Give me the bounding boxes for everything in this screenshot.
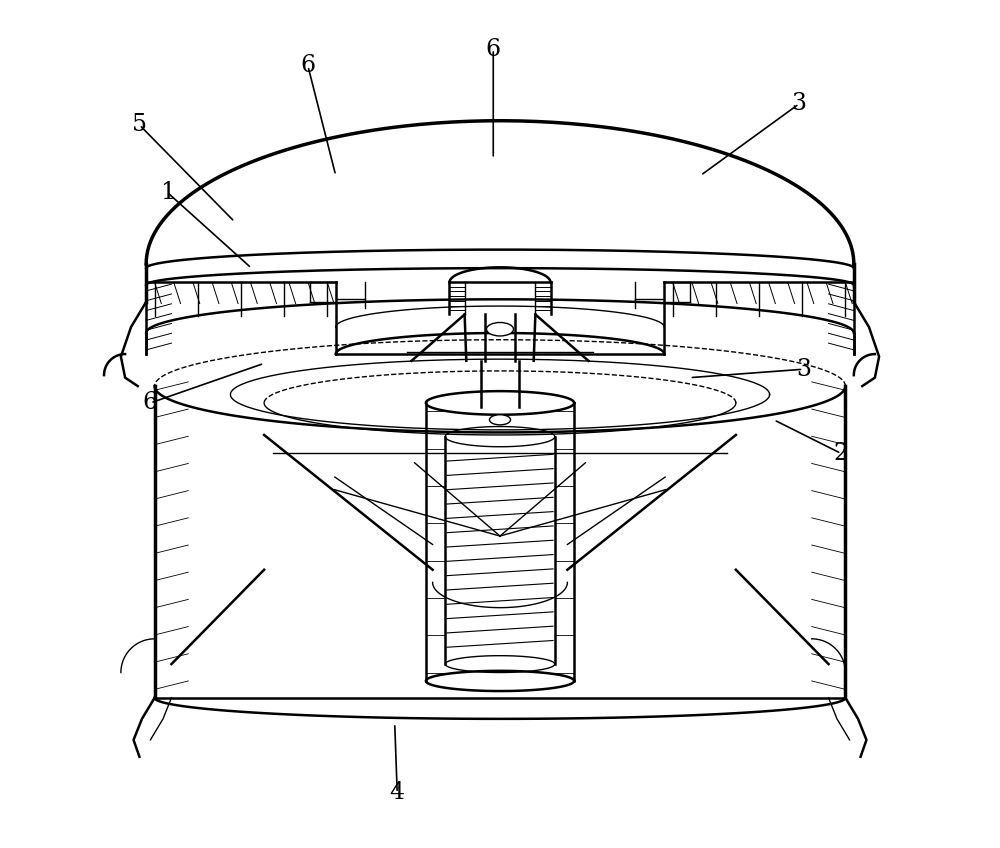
Text: 5: 5: [132, 114, 147, 137]
Text: 2: 2: [834, 442, 849, 465]
Ellipse shape: [489, 415, 511, 425]
Ellipse shape: [487, 322, 513, 336]
Text: 6: 6: [486, 37, 501, 60]
Text: 3: 3: [796, 358, 811, 381]
Text: 3: 3: [792, 92, 807, 115]
Text: 4: 4: [390, 782, 405, 805]
Text: 6: 6: [143, 392, 158, 415]
Text: 1: 1: [160, 181, 175, 204]
Text: 6: 6: [300, 54, 315, 77]
